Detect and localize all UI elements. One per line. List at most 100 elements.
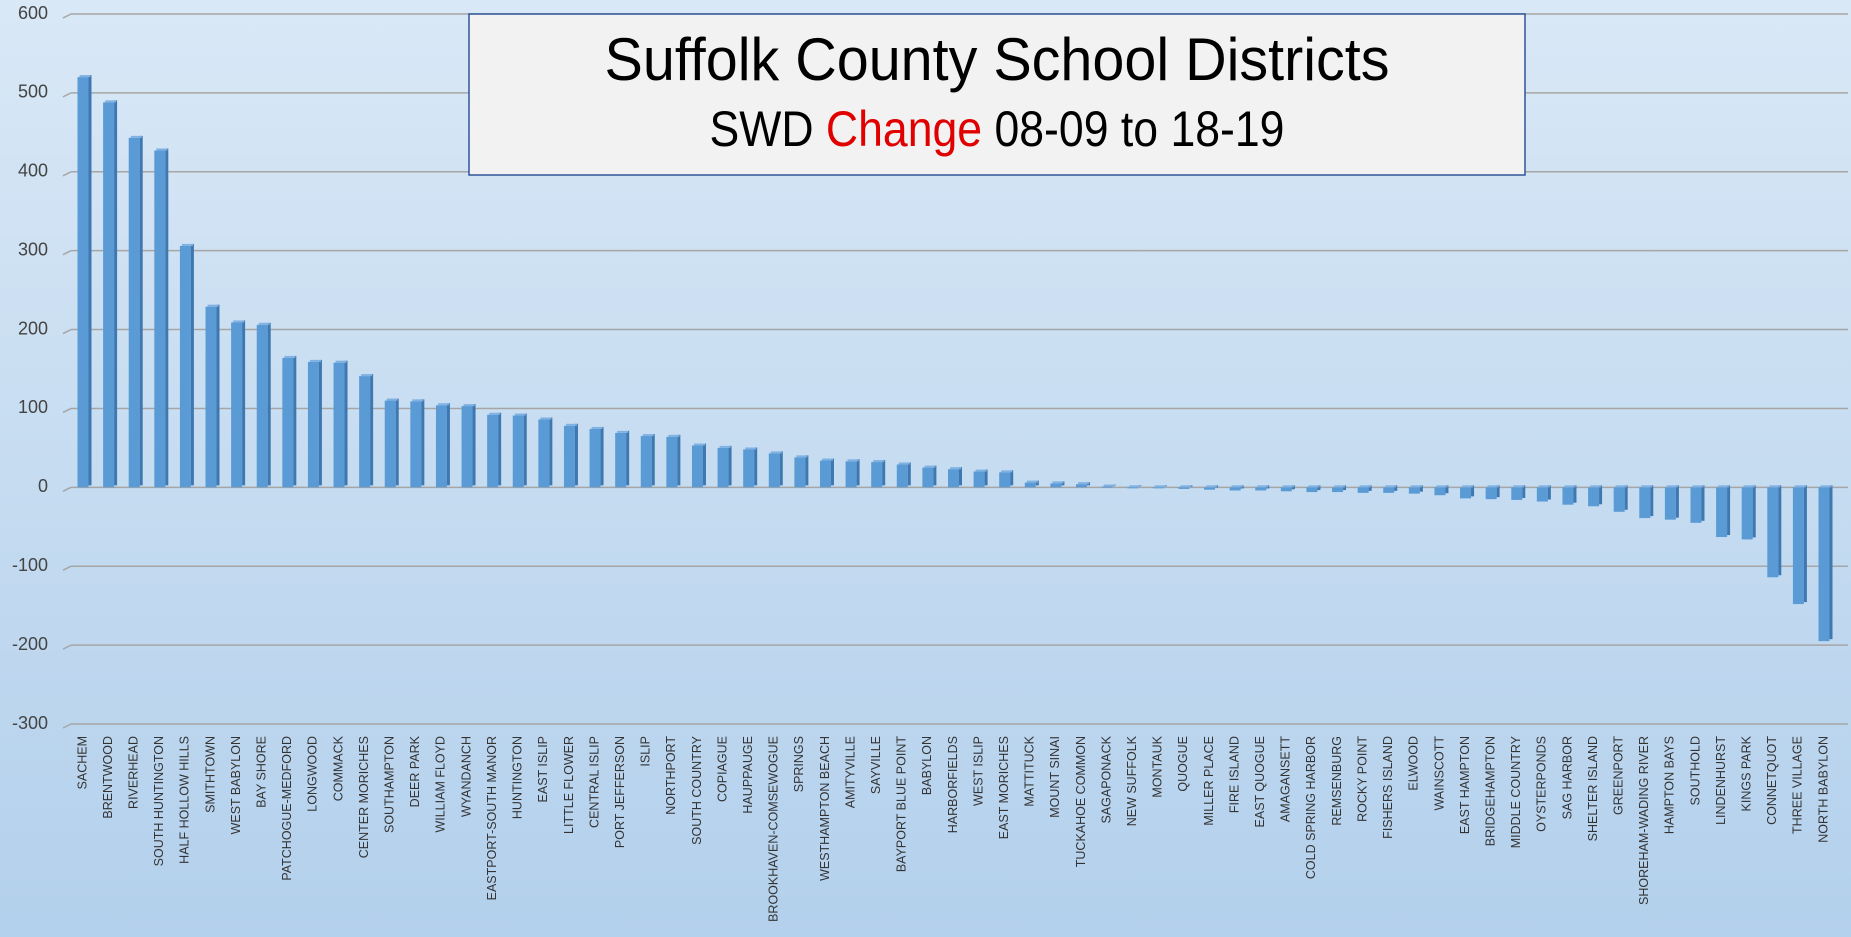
x-tick-label: LINDENHURST [1714, 736, 1728, 825]
bar-side [574, 423, 578, 486]
x-tick-label: WAINSCOTT [1432, 736, 1446, 811]
y-tick-label: 200 [18, 318, 48, 338]
x-tick-label: CONNETQUOT [1765, 736, 1779, 825]
bar [1332, 487, 1344, 493]
x-tick-label: WESTHAMPTON BEACH [818, 736, 832, 881]
x-tick-label: COLD SPRING HARBOR [1304, 736, 1318, 879]
x-tick-label: HALF HOLLOW HILLS [178, 736, 192, 864]
bar-side [1343, 485, 1347, 491]
x-tick-label: GREENPORT [1611, 736, 1625, 815]
bar-top [514, 413, 526, 416]
bar-side [1445, 485, 1449, 494]
x-tick-label: EASTPORT-SOUTH MANOR [485, 736, 499, 900]
x-tick-label: OYSTERPONDS [1535, 736, 1549, 832]
bar-top [233, 320, 245, 323]
bar-top [540, 417, 552, 420]
bar-side [779, 451, 783, 486]
x-tick-label: MIDDLE COUNTRY [1509, 735, 1523, 848]
bar [1127, 487, 1139, 489]
bar-side [1010, 470, 1014, 486]
x-tick-label: WILLIAM FLOYD [434, 736, 448, 833]
bar-top [1590, 485, 1602, 488]
bar [871, 462, 883, 488]
bar [103, 102, 115, 488]
bar-top [105, 100, 117, 103]
bar-top [1794, 485, 1806, 488]
bar-side [1394, 485, 1398, 491]
bar [538, 419, 550, 488]
bar-side [907, 462, 911, 486]
bar [512, 415, 524, 488]
x-tick-label: SHELTER ISLAND [1586, 736, 1600, 841]
bar-side [933, 465, 937, 486]
bar [333, 362, 345, 488]
x-tick-label: SACHEM [75, 736, 89, 789]
title-box [468, 13, 1526, 176]
bar-top [796, 455, 808, 458]
x-tick-label: NORTH BABYLON [1816, 736, 1830, 843]
bar-side [626, 430, 630, 486]
bar [819, 460, 831, 488]
bar-side [549, 417, 553, 486]
bar-side [830, 458, 834, 486]
x-tick-label: BAYPORT BLUE POINT [895, 736, 909, 873]
bar-side [1803, 485, 1807, 603]
bar [999, 472, 1011, 488]
bar [691, 445, 703, 488]
bar-side [165, 148, 169, 486]
bar-top [1538, 485, 1550, 488]
bar-top [1257, 485, 1269, 488]
bar [1613, 487, 1625, 512]
bar [435, 405, 447, 488]
bar-top [79, 75, 91, 78]
x-tick-label: LONGWOOD [306, 736, 320, 812]
bar-side [1675, 485, 1679, 518]
bar [973, 471, 985, 488]
x-tick-label: MONTAUK [1151, 735, 1165, 797]
bar [1818, 487, 1830, 642]
bar-side [446, 403, 450, 486]
bar-side [318, 359, 322, 486]
bar [1511, 487, 1523, 500]
y-tick-label: 500 [18, 82, 48, 102]
bar-side [1368, 485, 1372, 491]
x-tick-label: HARBORFIELDS [946, 736, 960, 833]
bar-top [1103, 484, 1115, 487]
bar-side [856, 459, 860, 486]
grid-line [62, 723, 72, 729]
bar [1383, 487, 1395, 493]
bar-side [190, 243, 194, 486]
bar [205, 306, 217, 488]
bar [1690, 487, 1702, 523]
bar-top [1718, 485, 1730, 488]
bar-top [1641, 485, 1653, 488]
bar-top [1001, 470, 1013, 473]
x-tick-label: HUNTINGTON [511, 736, 525, 819]
bar-side [1547, 485, 1551, 500]
bar-top [1692, 485, 1704, 488]
x-tick-label: SAGAPONACK [1099, 735, 1113, 823]
x-tick-label: BRENTWOOD [101, 736, 115, 819]
bar-side [1727, 485, 1731, 536]
bar [922, 467, 934, 488]
bar [768, 453, 780, 488]
bar [1639, 487, 1651, 519]
bar-top [489, 412, 501, 415]
bar-side [1752, 485, 1756, 538]
bar [1460, 487, 1472, 499]
bar-top [130, 135, 142, 138]
grid-line [62, 565, 72, 571]
x-tick-label: DEER PARK [408, 735, 422, 807]
y-tick-label: 0 [38, 476, 48, 496]
bar [384, 400, 396, 488]
x-tick-label: WEST BABYLON [229, 736, 243, 834]
x-tick-label: BRIDGEHAMPTON [1483, 736, 1497, 846]
x-tick-label: EAST HAMPTON [1458, 736, 1472, 834]
x-tick-label: SPRINGS [792, 736, 806, 792]
bar [77, 77, 89, 488]
bar-side [959, 467, 962, 486]
x-tick-label: TUCKAHOE COMMON [1074, 736, 1088, 867]
bar-top [1410, 485, 1422, 488]
bar-side [370, 374, 374, 486]
